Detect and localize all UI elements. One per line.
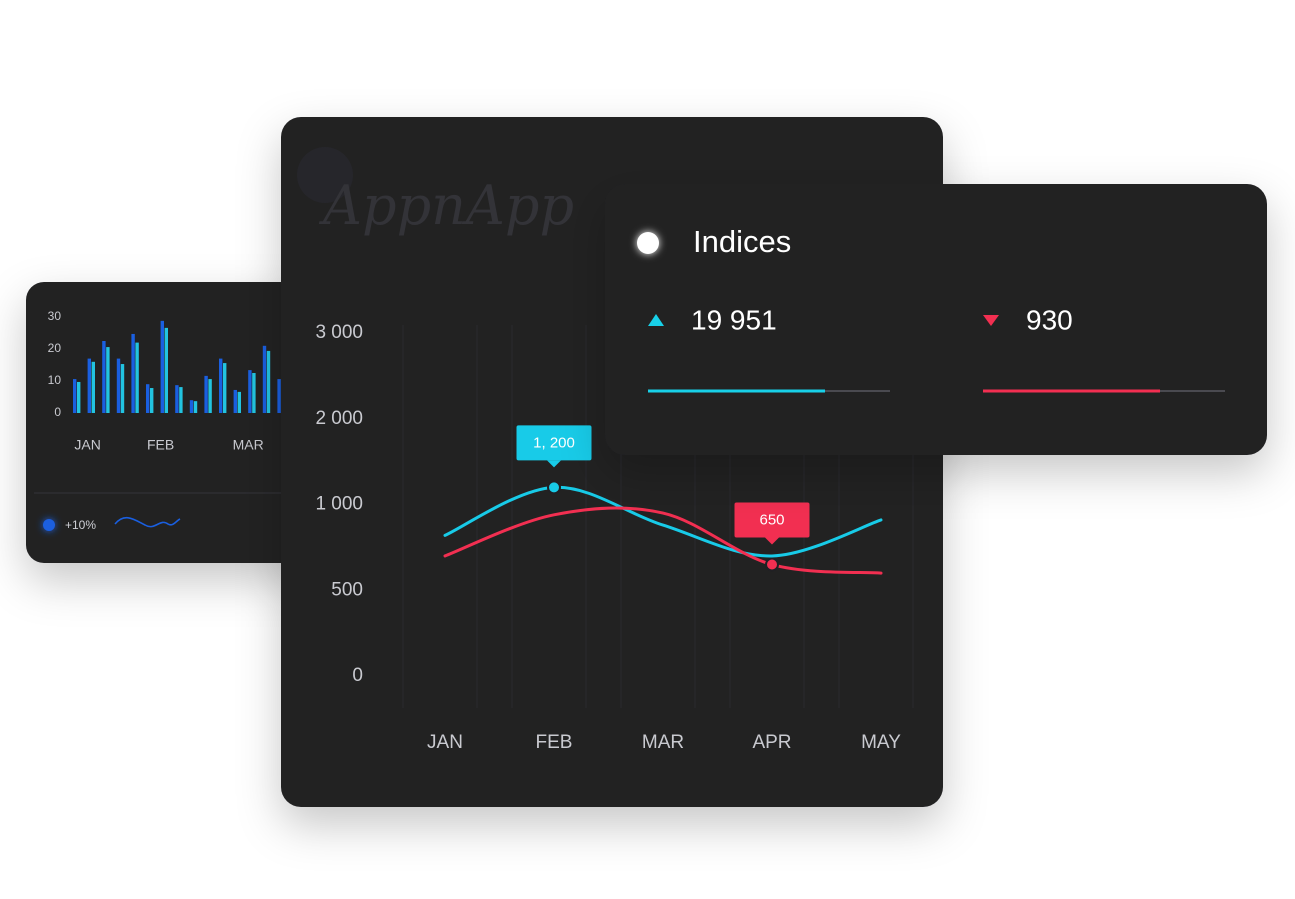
bar [175, 385, 179, 413]
tooltip-bg [734, 502, 810, 538]
y-tick-label: 1 000 [315, 494, 363, 515]
bar [106, 347, 110, 413]
tooltip-label: 650 [759, 511, 784, 528]
progress-fill [983, 389, 1160, 393]
bar [102, 341, 106, 413]
bar [237, 391, 241, 413]
progress-fill [648, 389, 825, 393]
x-tick-label: MAY [861, 732, 901, 753]
bar [208, 379, 212, 413]
direction-arrow [983, 315, 999, 326]
tooltip-pointer [765, 537, 779, 545]
y-tick-label: 3 000 [315, 322, 363, 343]
bar [277, 379, 281, 413]
bar [164, 327, 168, 413]
x-tick-label: FEB [536, 732, 573, 753]
y-tick-label: 0 [54, 405, 61, 419]
bar [233, 389, 237, 413]
watermark-blob [297, 147, 353, 203]
index-value: 930 [1026, 304, 1073, 335]
y-tick-label: 2 000 [315, 408, 363, 429]
title-dot [637, 232, 659, 254]
y-tick-label: 10 [48, 373, 62, 387]
bar [219, 358, 223, 413]
bar [193, 401, 198, 413]
legend-dot [43, 519, 55, 531]
bar [248, 370, 252, 413]
indices-card: Indices 19 951 930 [605, 184, 1267, 455]
bar [150, 388, 154, 413]
bar [116, 358, 121, 413]
point-marker [765, 557, 779, 572]
line-series [443, 506, 883, 575]
bar [146, 384, 150, 413]
brand-watermark: AppnApp [318, 174, 574, 237]
x-tick-label: MAR [233, 437, 264, 453]
bar [262, 345, 267, 413]
tooltip-bg [516, 425, 592, 461]
bar [160, 320, 164, 413]
bar [73, 379, 77, 413]
sparkline [114, 516, 181, 528]
tooltip-pointer [547, 460, 561, 468]
bar [131, 333, 135, 413]
x-tick-label: JAN [74, 437, 100, 453]
bar [179, 387, 183, 413]
bar [77, 381, 81, 413]
y-tick-label: 30 [48, 309, 62, 323]
bar [87, 358, 91, 413]
change-label: +10% [65, 518, 96, 532]
bar [135, 342, 139, 413]
y-tick-label: 0 [352, 665, 363, 686]
card-bg [605, 184, 1267, 455]
x-tick-label: APR [752, 732, 791, 753]
index-value: 19 951 [691, 304, 777, 335]
bar [189, 400, 194, 413]
y-tick-label: 20 [48, 341, 62, 355]
x-tick-label: MAR [642, 732, 684, 753]
direction-arrow [648, 314, 664, 326]
x-tick-label: JAN [427, 732, 463, 753]
mini-card: +10% 0 10 20 30 JAN FEB MAR [26, 282, 326, 563]
bar [223, 363, 227, 413]
line-series [443, 485, 883, 558]
bar [91, 361, 95, 413]
point-marker [547, 480, 561, 495]
bar [266, 350, 271, 413]
tooltip-label: 1, 200 [533, 434, 575, 451]
indices-title: Indices [693, 224, 791, 259]
x-tick-label: FEB [147, 437, 174, 453]
bar [120, 364, 125, 413]
bar [252, 373, 256, 413]
y-tick-label: 500 [331, 579, 363, 600]
bar [204, 375, 208, 413]
